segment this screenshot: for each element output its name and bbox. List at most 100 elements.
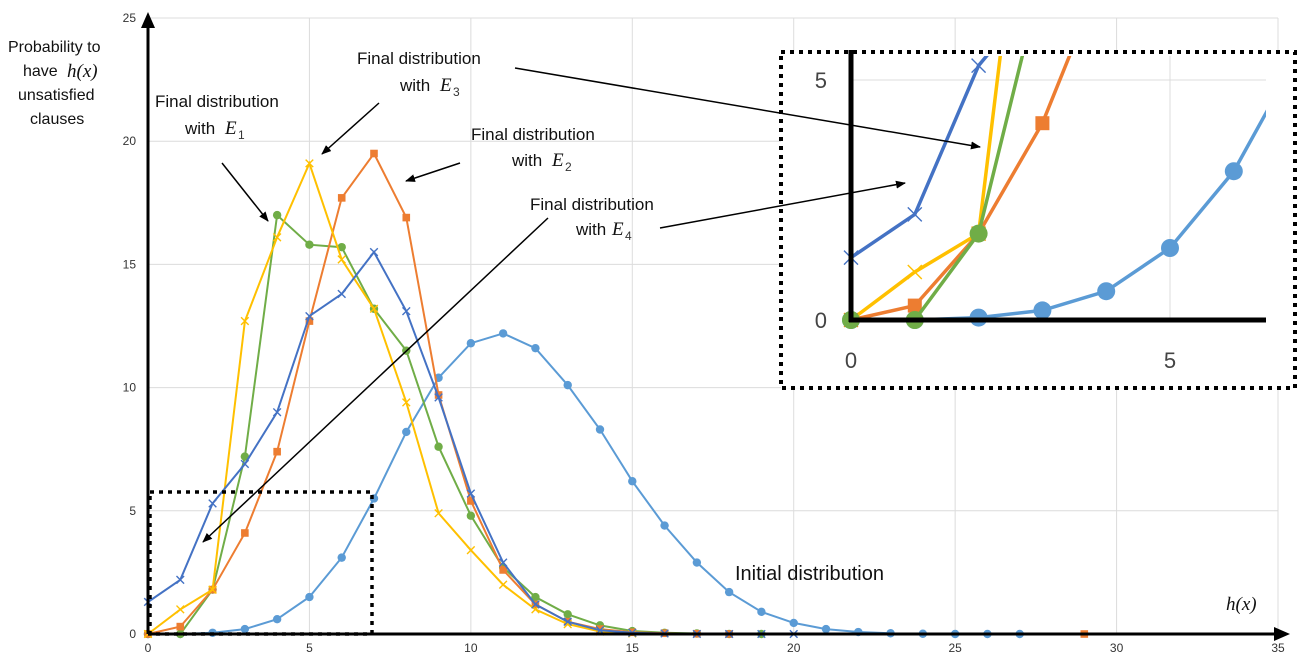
series-e3-point	[434, 508, 443, 518]
series-e3-point	[337, 255, 347, 264]
annotation-e1-E: E	[224, 118, 237, 139]
x-axis-arrowhead	[1274, 627, 1290, 641]
series-e4-point	[240, 459, 250, 469]
series-e1-point	[240, 452, 250, 461]
series-e1	[143, 210, 766, 639]
series-initial-point	[531, 343, 540, 353]
inset-background	[781, 52, 1295, 388]
annotation-e4-E: E	[611, 219, 624, 240]
series-initial-point	[692, 558, 702, 567]
inset-y-tick-label: 0	[815, 308, 827, 333]
annotation-initial: Initial distribution	[735, 563, 884, 585]
annotation-e1-sub: 1	[238, 128, 245, 142]
series-e2-point	[305, 317, 314, 325]
inset-series-e2-point	[907, 298, 922, 313]
y-tick-label: 15	[123, 257, 137, 271]
annotation-e2-line1: Final distribution	[471, 125, 595, 144]
series-e3-point	[305, 159, 314, 168]
series-e4-point	[272, 407, 282, 417]
x-tick-label: 35	[1271, 641, 1285, 655]
annotation-e4-arrow	[202, 217, 549, 543]
annotation-e4: Final distribution with E 4	[202, 180, 906, 543]
series-e3-point	[240, 316, 250, 326]
annotation-e2-arrow	[405, 162, 461, 182]
series-e3-point	[369, 304, 379, 314]
series-e4-point	[305, 311, 314, 321]
y-tick-label: 10	[123, 381, 137, 395]
series-e4-point	[401, 306, 411, 316]
annotation-e1-with: with	[184, 119, 215, 138]
inset-series-e3-point	[907, 264, 923, 280]
series-e3-point	[175, 605, 185, 614]
series-e3-point	[401, 398, 411, 407]
series-initial-point	[402, 427, 411, 437]
annotation-e4-sub: 4	[625, 229, 632, 243]
series-initial-point	[337, 553, 346, 562]
y-label-line4: clauses	[30, 111, 84, 128]
annotation-e1-arrow	[221, 162, 269, 222]
series-e2-point	[467, 497, 475, 505]
inset-series-e4-point	[907, 206, 923, 222]
annotation-e3-line1: Final distribution	[357, 49, 481, 68]
zoom-region-box	[148, 490, 374, 636]
series-e4-point	[563, 617, 573, 626]
x-tick-labels: 0 5 10 15 20 25 30 35	[145, 641, 1285, 655]
series-e3-point	[466, 545, 476, 555]
annotation-e3: Final distribution with E 3	[321, 49, 981, 155]
inset-series-initial-point	[1033, 301, 1052, 320]
series-initial-point	[724, 587, 734, 597]
series-e1-point	[272, 210, 282, 220]
annotation-e3-sub: 3	[453, 85, 460, 99]
series-e4-point	[337, 289, 347, 299]
series-e2-point	[596, 625, 604, 633]
x-tick-label: 5	[306, 641, 313, 655]
annotation-e1: Final distribution with E 1	[155, 92, 279, 222]
series-initial-point	[272, 615, 282, 624]
x-tick-label: 10	[464, 641, 478, 655]
y-label-line1: Probability to	[8, 39, 101, 56]
series-e4-point	[498, 558, 508, 567]
series-e3-point	[272, 233, 282, 242]
series-e4-point	[434, 393, 443, 402]
x-tick-label: 30	[1110, 641, 1124, 655]
y-axis-label: Probability to have h(x) unsatisfied cla…	[8, 39, 101, 128]
series-e1-point	[305, 240, 314, 249]
annotation-e4-with: with	[575, 220, 606, 239]
series-e4-point	[369, 247, 379, 257]
inset-series-e2-point	[1035, 116, 1050, 131]
y-tick-label: 20	[123, 134, 137, 148]
inset-series-e4-point	[971, 58, 987, 74]
series-e4-point	[466, 489, 476, 498]
series-e4-point	[175, 575, 185, 585]
series-e2-point	[402, 213, 411, 222]
inset-series-initial-point	[1161, 239, 1179, 257]
series-e1-point	[563, 610, 572, 619]
inset-x-tick-label: 0	[845, 348, 857, 373]
y-tick-label: 0	[129, 627, 136, 641]
series-initial-point	[240, 624, 250, 634]
series-e3-line	[147, 160, 633, 635]
series-e3-point	[498, 580, 508, 590]
x-tick-label: 20	[787, 641, 801, 655]
y-label-line3: unsatisfied	[18, 87, 95, 104]
inset-x-tick-label: 5	[1164, 348, 1176, 373]
x-tick-label: 0	[145, 641, 152, 655]
series-e2-point	[370, 149, 378, 158]
inset-series-e2-line	[850, 56, 1072, 322]
annotation-e2-E: E	[551, 150, 564, 171]
x-tick-label: 25	[948, 641, 962, 655]
series-e2-point	[241, 529, 249, 537]
zoom-inset: 0 5 0 5	[779, 50, 1297, 390]
series-initial-point	[628, 477, 637, 486]
inset-series-initial-line	[851, 109, 1266, 322]
annotation-e3-E: E	[439, 75, 452, 96]
inset-series-initial-point	[1224, 162, 1243, 181]
x-tick-label: 15	[626, 641, 640, 655]
series-initial-point	[498, 329, 508, 338]
annotation-e4-line1: Final distribution	[530, 195, 654, 214]
inset-tick-labels: 0 5 0 5	[815, 68, 1176, 373]
annotation-e3-inset-arrow	[514, 67, 981, 150]
series-initial-point	[660, 521, 669, 530]
series-e2-point	[176, 622, 185, 631]
